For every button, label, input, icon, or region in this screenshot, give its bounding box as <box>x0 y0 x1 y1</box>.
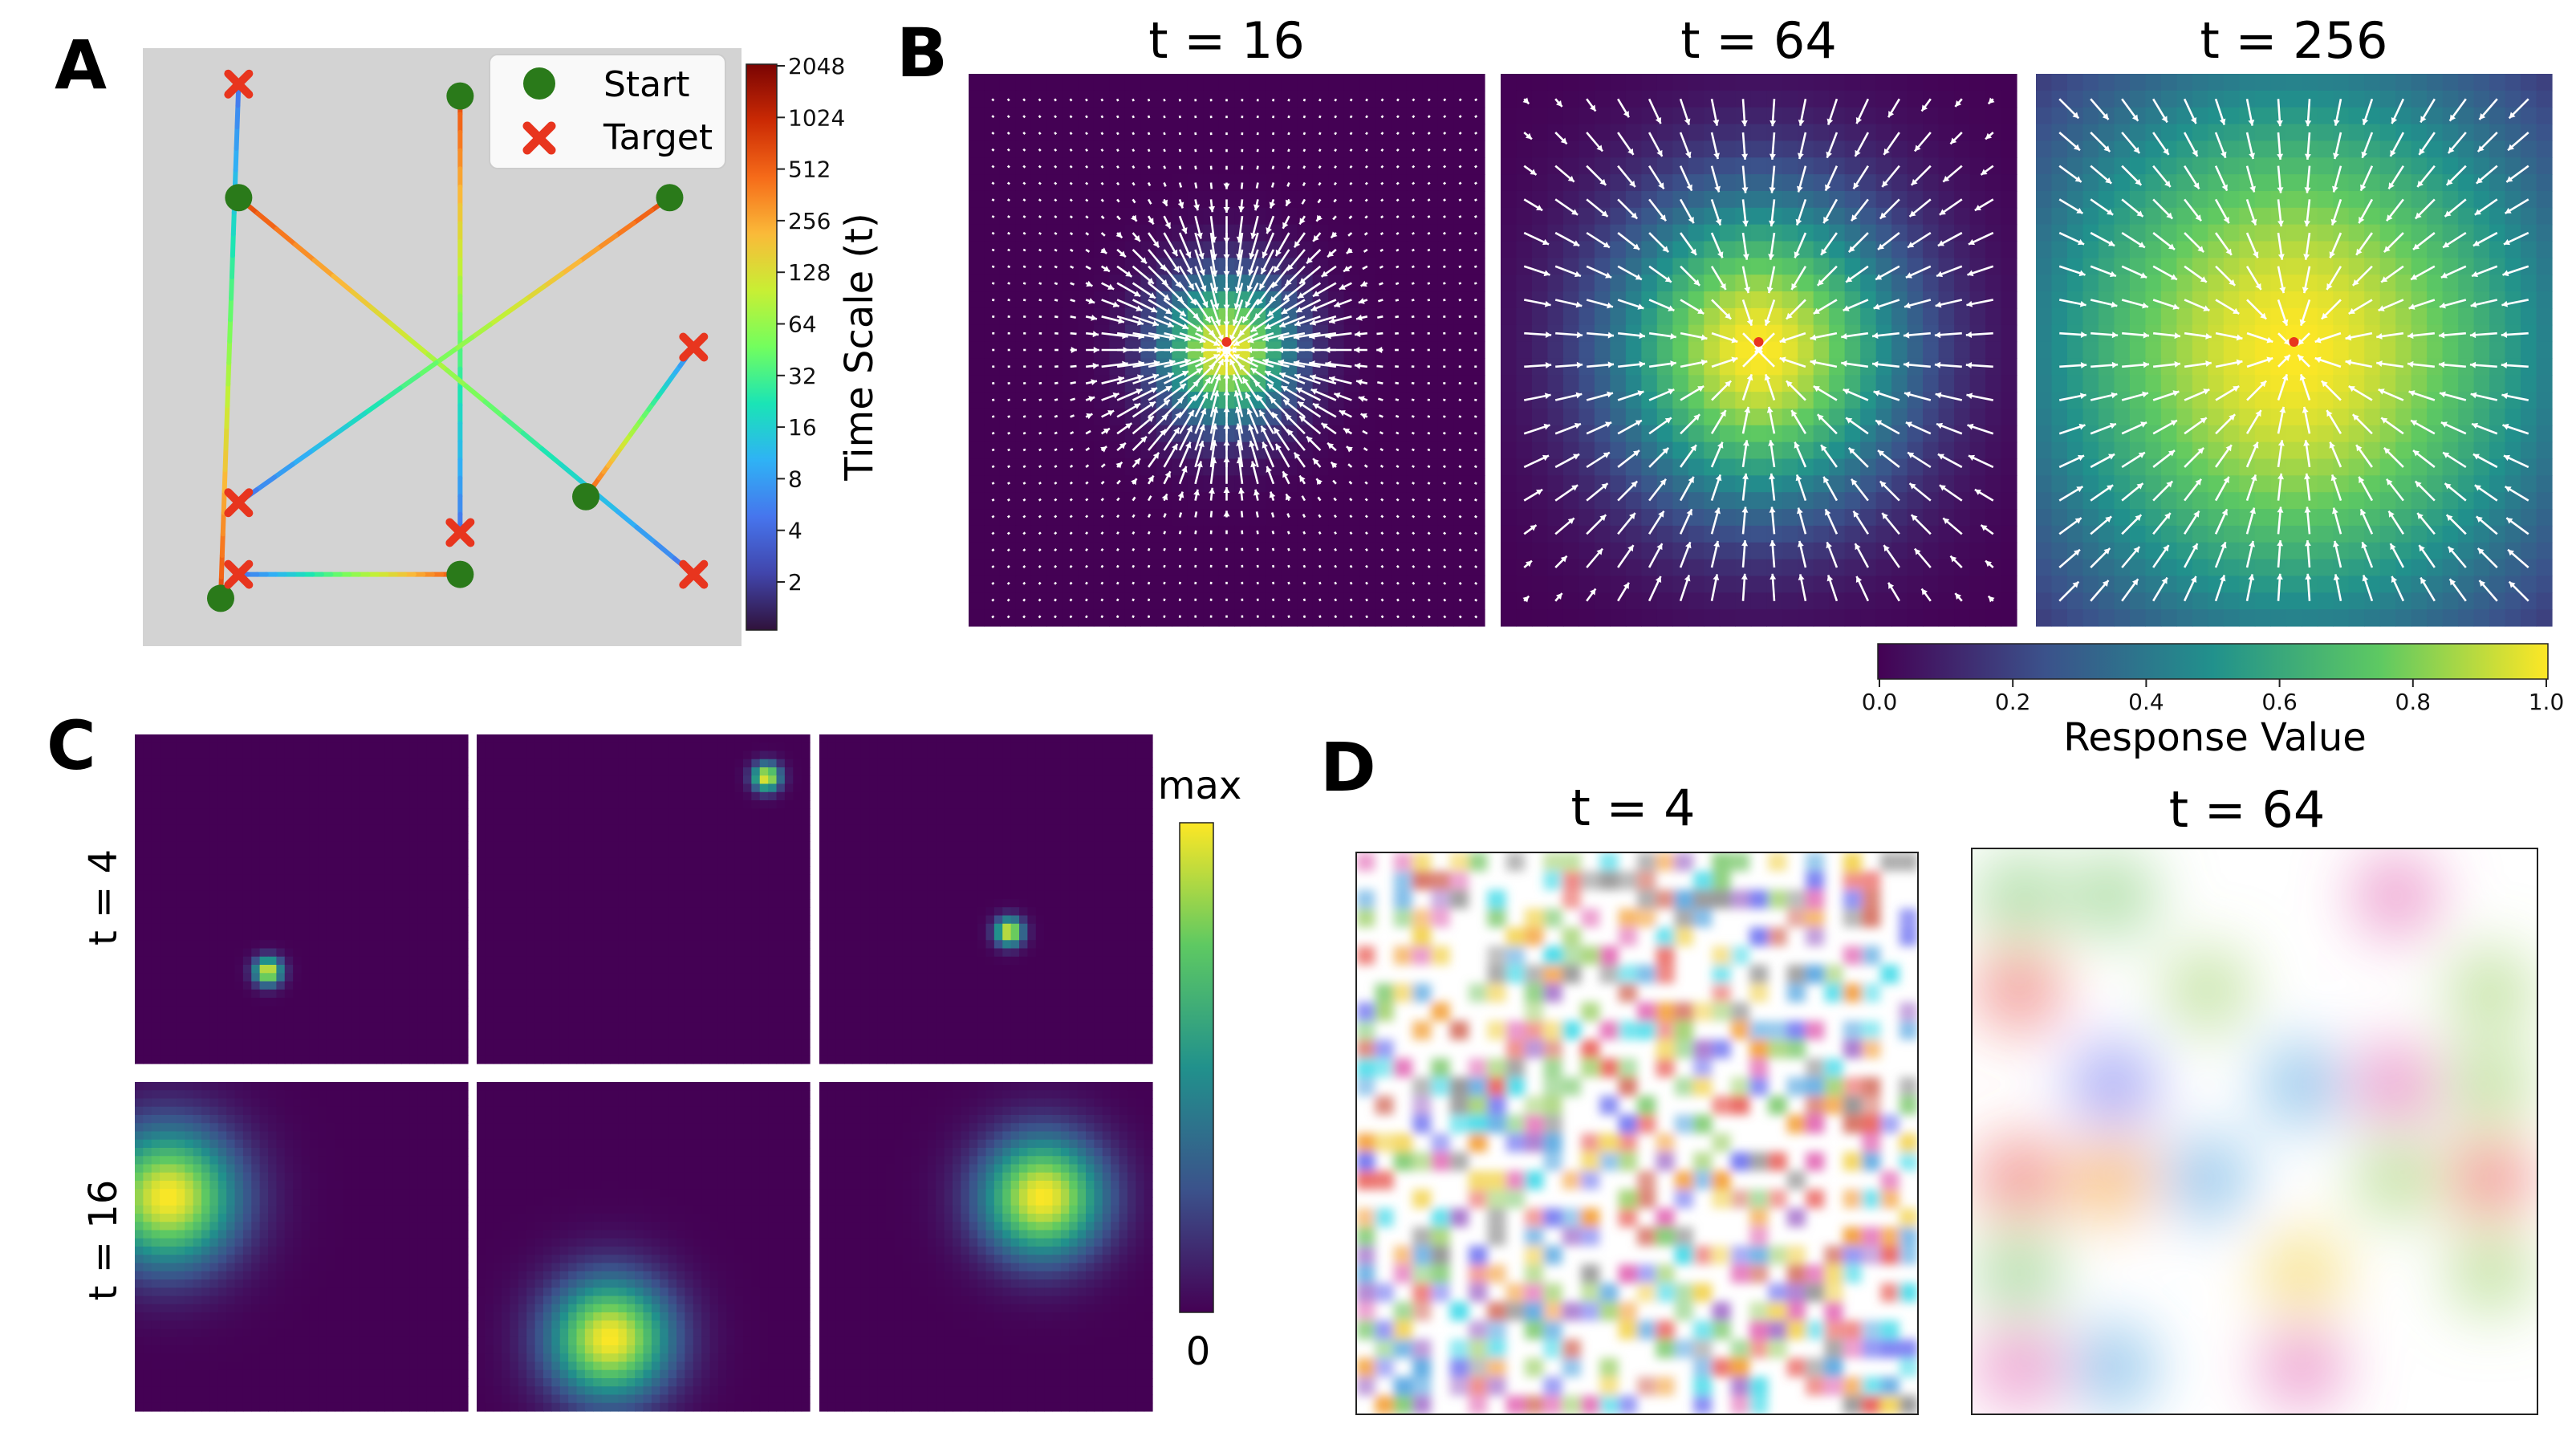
start-marker <box>225 184 252 211</box>
colorbar-tick-label: 1024 <box>788 104 845 131</box>
colorbar-tick-label: 64 <box>788 311 817 338</box>
colorbar-tick-label: 32 <box>788 363 817 389</box>
panel-d-title-t64: t = 64 <box>2169 780 2326 839</box>
start-marker <box>446 83 473 110</box>
trajectory-segment <box>230 299 231 320</box>
trajectory-segment <box>224 491 225 513</box>
panel-c-row-label-t4: t = 4 <box>81 849 126 946</box>
target-dot <box>2290 337 2299 347</box>
target-dot <box>1754 337 1764 347</box>
trajectory-segment <box>237 127 238 148</box>
trajectory-segment <box>233 234 234 256</box>
panel-c-colorbar-zero: 0 <box>1186 1329 1211 1374</box>
start-marker <box>207 584 234 612</box>
trajectory-segment <box>226 405 227 427</box>
panel-b-colorbar <box>1878 644 2548 679</box>
panel-b-map-title: t = 256 <box>2200 11 2387 70</box>
trajectory-segment <box>236 148 237 170</box>
legend-start-label: Start <box>603 64 690 105</box>
start-marker <box>446 561 473 588</box>
panel-b-map-title: t = 64 <box>1680 11 1837 70</box>
colorbar-tick-label: 1.0 <box>2529 689 2565 715</box>
panel-d-map-t4 <box>1356 852 1918 1414</box>
colorbar-tick-label: 8 <box>788 466 802 492</box>
panel-a-colorbar-label: Time Scale (t) <box>837 213 882 481</box>
legend-target-label: Target <box>603 117 713 158</box>
panel-d-title-t4: t = 4 <box>1570 779 1695 837</box>
trajectory-segment <box>237 105 238 127</box>
trajectory-segment <box>229 341 230 363</box>
panel-b-map-title: t = 16 <box>1148 11 1305 70</box>
trajectory-segment <box>222 534 223 555</box>
panel-c-colorbar-max: max <box>1158 763 1242 808</box>
start-marker <box>656 184 683 211</box>
panel-b-maps: t = 16 t = 64 t = 256 <box>969 11 2553 627</box>
panel-b-colorbar-ticks: 0.0 0.2 0.4 0.6 0.8 1.0 <box>1862 679 2565 715</box>
colorbar-tick-label: 0.6 <box>2261 689 2298 715</box>
trajectory-segment <box>227 384 228 405</box>
panel-a-colorbar-ticks: 2048 1024 512 256 128 64 32 16 8 4 2 <box>777 53 845 596</box>
colorbar-tick-label: 0.0 <box>1862 689 1898 715</box>
panel-c-colorbar <box>1180 823 1213 1312</box>
trajectory-segment <box>226 427 227 449</box>
colorbar-tick-label: 512 <box>788 157 831 183</box>
colorbar-tick-label: 256 <box>788 208 831 234</box>
trajectory-segment <box>225 470 226 491</box>
colorbar-tick-label: 0.4 <box>2128 689 2164 715</box>
panel-a-legend: Start Target <box>490 55 725 169</box>
colorbar-tick-label: 0.2 <box>1995 689 2031 715</box>
legend-start-marker <box>523 67 555 100</box>
panel-a-colorbar <box>746 64 777 630</box>
panel-c-row-label-t16: t = 16 <box>81 1180 126 1301</box>
panel-letter-b: B <box>896 14 948 92</box>
trajectory-segment <box>231 277 232 299</box>
trajectory-segment <box>232 255 233 277</box>
colorbar-tick-label: 128 <box>788 259 831 286</box>
panel-d-map-t64 <box>1972 848 2537 1414</box>
colorbar-tick-label: 4 <box>788 518 802 544</box>
colorbar-tick-label: 2 <box>788 569 802 596</box>
target-dot <box>1222 337 1232 347</box>
trajectory-segment <box>221 555 222 577</box>
start-marker <box>572 483 599 511</box>
panel-letter-d: D <box>1320 728 1376 807</box>
panel-letter-c: C <box>47 706 96 785</box>
panel-b-colorbar-label: Response Value <box>2063 715 2367 760</box>
colorbar-tick-label: 0.8 <box>2395 689 2432 715</box>
panel-c-maps <box>135 734 1153 1412</box>
trajectory-segment <box>223 513 224 535</box>
colorbar-tick-label: 16 <box>788 414 817 441</box>
trajectory-segment <box>228 363 229 384</box>
colorbar-tick-label: 2048 <box>788 53 845 79</box>
panel-letter-a: A <box>55 26 107 104</box>
